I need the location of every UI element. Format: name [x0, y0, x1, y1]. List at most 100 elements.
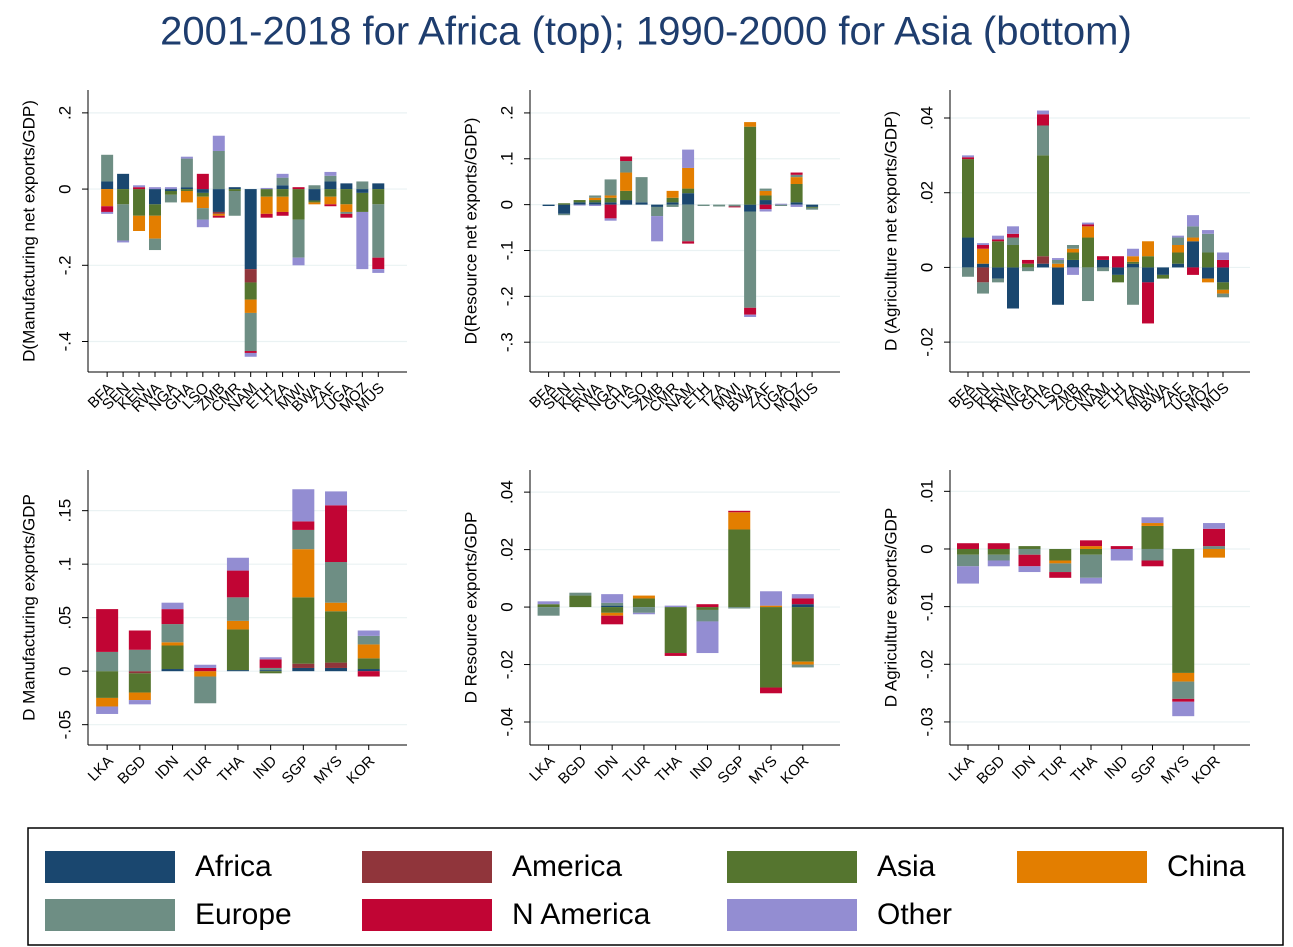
bar-segment [1127, 261, 1139, 264]
legend-label: Other [877, 898, 952, 931]
bar-segment [292, 597, 315, 664]
bar-segment [292, 189, 305, 220]
bar-segment [244, 312, 257, 352]
legend-label: China [1167, 850, 1246, 883]
bar-segment [957, 566, 979, 584]
bar-segment [212, 135, 225, 151]
bar-segment [1127, 248, 1139, 257]
bar-segment [292, 667, 315, 672]
bar-segment [620, 156, 633, 162]
bar-segment [620, 161, 633, 173]
x-tick-label: MYS [311, 753, 346, 788]
bar-segment [1037, 256, 1049, 264]
x-tick-label: MYS [1158, 753, 1193, 788]
bar-segment [759, 209, 772, 212]
bar-segment [992, 235, 1004, 240]
bar-segment [148, 238, 161, 251]
bar-segment [589, 204, 602, 207]
bar-segment [180, 189, 193, 191]
y-tick-label: 0 [917, 263, 936, 272]
bar-segment [601, 602, 624, 606]
bar-segment [164, 187, 177, 190]
bar-segment [977, 267, 989, 283]
bar-segment [96, 697, 119, 707]
bar-segment [573, 202, 586, 205]
bar-segment [244, 269, 257, 283]
y-axis-title: D Manufacturing exports/GDP [19, 494, 38, 721]
bar-segment [791, 664, 814, 668]
bar-segment [1187, 237, 1199, 242]
bar-segment [791, 594, 814, 599]
bar-segment [1217, 252, 1229, 260]
bar-segment [259, 667, 282, 671]
bar-segment [260, 189, 273, 197]
bar-segment [340, 189, 353, 205]
bar-segment [651, 204, 664, 207]
bar-segment [601, 607, 624, 613]
bar-segment [128, 630, 151, 650]
bar-segment [226, 597, 249, 621]
bar-segment [1187, 226, 1199, 238]
bar-segment [101, 154, 114, 182]
bar-segment [604, 204, 617, 219]
bar-segment [1202, 267, 1214, 279]
bar-segment [744, 126, 757, 205]
bar-segment [744, 204, 757, 212]
bar-segment [682, 204, 695, 242]
bar-segment [244, 282, 257, 300]
bar-segment [276, 211, 289, 216]
bar-segment [325, 505, 348, 563]
bar-segment [744, 122, 757, 127]
bar-segment [128, 649, 151, 672]
legend-swatch [1017, 851, 1147, 883]
bar-segment [1141, 548, 1164, 561]
bar-segment [1022, 267, 1034, 272]
bar-segment [1018, 566, 1041, 573]
y-tick-label: .1 [497, 152, 516, 166]
x-tick-label: LKA [85, 753, 117, 785]
bar-segment [1142, 282, 1154, 324]
bar-segment [212, 150, 225, 190]
bar-segment [128, 671, 151, 674]
x-tick-label: SGP [714, 753, 748, 787]
bar-segment [161, 602, 184, 610]
bar-segment [308, 189, 321, 201]
bar-segment [1172, 681, 1195, 699]
bar-segment [96, 609, 119, 652]
bar-segment [324, 181, 337, 190]
bar-segment [244, 352, 257, 357]
bar-segment [987, 543, 1010, 549]
bar-segment [1203, 528, 1225, 547]
bar-segment [759, 188, 772, 191]
bar-segment [697, 204, 710, 207]
bar-segment [1018, 546, 1041, 549]
bar-segment [1203, 548, 1225, 558]
y-tick-label: -.04 [497, 707, 516, 736]
bar-segment [292, 257, 305, 266]
x-tick-label: THA [652, 753, 685, 786]
bar-segment [372, 189, 385, 205]
y-tick-label: -.01 [917, 592, 936, 621]
bar-segment [790, 202, 803, 205]
bar-segment [1067, 267, 1079, 275]
bar-segment [1112, 274, 1124, 283]
bar-segment [558, 204, 571, 214]
y-tick-label: -.02 [497, 650, 516, 679]
bar-segment [962, 155, 974, 158]
bar-segment [194, 676, 217, 704]
bar-segment [760, 605, 783, 608]
bar-segment [744, 307, 757, 315]
bar-segment [244, 299, 257, 313]
x-tick-label: SGP [279, 753, 313, 787]
y-tick-label: -.1 [497, 241, 516, 261]
bar-segment [101, 189, 114, 207]
bar-segment [1172, 672, 1195, 682]
bar-segment [1172, 263, 1184, 268]
bar-segment [196, 173, 209, 190]
bar-segment [1142, 267, 1154, 283]
bar-segment [977, 245, 989, 249]
y-tick-label: .01 [917, 480, 936, 504]
bar-segment [1217, 259, 1229, 268]
x-tick-label: TUR [181, 752, 215, 786]
